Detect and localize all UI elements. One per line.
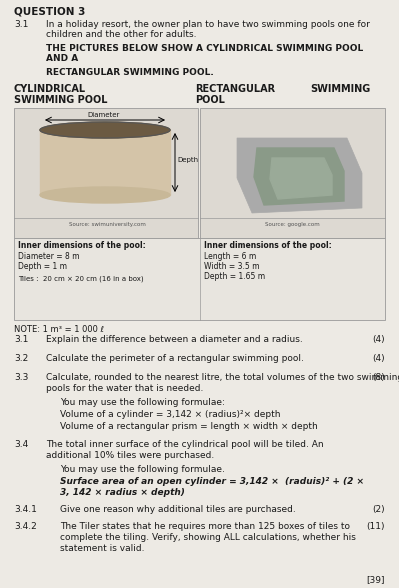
Text: Inner dimensions of the pool:: Inner dimensions of the pool: <box>18 241 146 250</box>
Text: The Tiler states that he requires more than 125 boxes of tiles to: The Tiler states that he requires more t… <box>60 522 350 531</box>
Text: pools for the water that is needed.: pools for the water that is needed. <box>46 384 203 393</box>
Text: 3.4: 3.4 <box>14 440 28 449</box>
Text: 3.4.2: 3.4.2 <box>14 522 37 531</box>
Ellipse shape <box>40 187 170 203</box>
Text: You may use the following formulae:: You may use the following formulae: <box>60 398 225 407</box>
Text: Diameter: Diameter <box>87 112 119 118</box>
Text: (2): (2) <box>372 505 385 514</box>
Text: [39]: [39] <box>367 575 385 584</box>
Text: Width = 3.5 m: Width = 3.5 m <box>204 262 259 271</box>
Text: Volume of a rectangular prism = length × width × depth: Volume of a rectangular prism = length ×… <box>60 422 318 431</box>
Text: complete the tiling. Verify, showing ALL calculations, whether his: complete the tiling. Verify, showing ALL… <box>60 533 356 542</box>
Ellipse shape <box>40 122 170 138</box>
Text: Tiles :  20 cm × 20 cm (16 in a box): Tiles : 20 cm × 20 cm (16 in a box) <box>18 275 144 282</box>
Text: You may use the following formulae.: You may use the following formulae. <box>60 465 225 474</box>
Text: 3.4.1: 3.4.1 <box>14 505 37 514</box>
Text: statement is valid.: statement is valid. <box>60 544 144 553</box>
Text: (4): (4) <box>372 335 385 344</box>
Text: THE PICTURES BELOW SHOW A CYLINDRICAL SWIMMING POOL: THE PICTURES BELOW SHOW A CYLINDRICAL SW… <box>46 44 363 53</box>
Text: Volume of a cylinder = 3,142 × (radius)²× depth: Volume of a cylinder = 3,142 × (radius)²… <box>60 410 280 419</box>
Text: Calculate, rounded to the nearest litre, the total volumes of the two swimming: Calculate, rounded to the nearest litre,… <box>46 373 399 382</box>
Text: Length = 6 m: Length = 6 m <box>204 252 256 261</box>
Text: additional 10% tiles were purchased.: additional 10% tiles were purchased. <box>46 451 214 460</box>
Text: POOL: POOL <box>195 95 225 105</box>
Text: Depth = 1.65 m: Depth = 1.65 m <box>204 272 265 281</box>
Text: 3.1: 3.1 <box>14 335 28 344</box>
Text: Surface area of an open cylinder = 3,142 ×  (raduis)² + (2 ×: Surface area of an open cylinder = 3,142… <box>60 477 364 486</box>
Text: (4): (4) <box>372 354 385 363</box>
Text: Explain the difference between a diameter and a radius.: Explain the difference between a diamete… <box>46 335 303 344</box>
Text: The total inner surface of the cylindrical pool will be tiled. An: The total inner surface of the cylindric… <box>46 440 324 449</box>
Text: RECTANGULAR: RECTANGULAR <box>195 84 275 94</box>
Text: 3.3: 3.3 <box>14 373 28 382</box>
Text: 3.2: 3.2 <box>14 354 28 363</box>
Text: SWIMMING: SWIMMING <box>310 84 370 94</box>
Bar <box>14 238 385 320</box>
Text: SWIMMING POOL: SWIMMING POOL <box>14 95 107 105</box>
Bar <box>40 130 170 195</box>
Text: NOTE: 1 m³ = 1 000 ℓ: NOTE: 1 m³ = 1 000 ℓ <box>14 325 104 334</box>
Polygon shape <box>237 138 362 213</box>
Text: Source: swimuniversity.com: Source: swimuniversity.com <box>69 222 146 227</box>
Text: Calculate the perimeter of a rectangular swimming pool.: Calculate the perimeter of a rectangular… <box>46 354 304 363</box>
Polygon shape <box>254 148 344 205</box>
Text: AND A: AND A <box>46 54 78 63</box>
Text: Give one reason why additional tiles are purchased.: Give one reason why additional tiles are… <box>60 505 296 514</box>
Text: In a holiday resort, the owner plan to have two swimming pools one for
children : In a holiday resort, the owner plan to h… <box>46 20 370 39</box>
Text: CYLINDRICAL: CYLINDRICAL <box>14 84 86 94</box>
Text: Depth = 1 m: Depth = 1 m <box>18 262 67 271</box>
Text: (8): (8) <box>372 373 385 382</box>
Text: (11): (11) <box>367 522 385 531</box>
Polygon shape <box>270 158 332 199</box>
Bar <box>200 108 385 238</box>
Text: QUESTION 3: QUESTION 3 <box>14 7 85 17</box>
Text: 3.1: 3.1 <box>14 20 28 29</box>
Bar <box>14 108 198 238</box>
Text: 3, 142 × radius × depth): 3, 142 × radius × depth) <box>60 488 185 497</box>
Text: Source: google.com: Source: google.com <box>265 222 319 227</box>
Text: RECTANGULAR SWIMMING POOL.: RECTANGULAR SWIMMING POOL. <box>46 68 214 77</box>
Text: Diameter = 8 m: Diameter = 8 m <box>18 252 79 261</box>
Text: Inner dimensions of the pool:: Inner dimensions of the pool: <box>204 241 332 250</box>
Text: Depth: Depth <box>177 157 198 163</box>
